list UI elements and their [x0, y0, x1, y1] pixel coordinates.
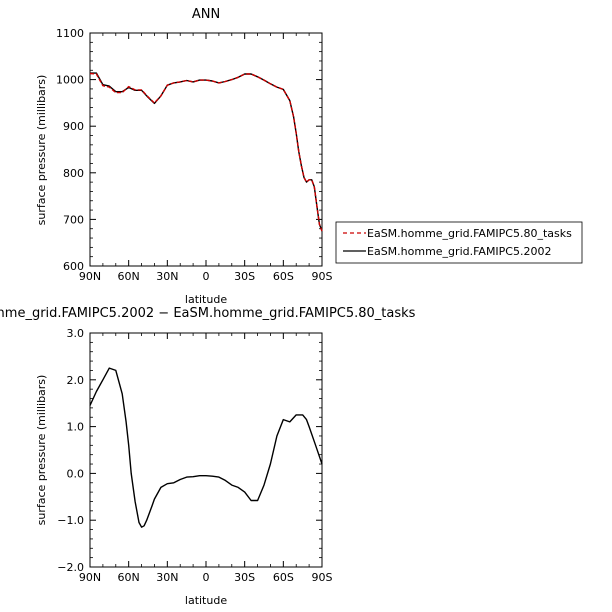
top-ticks: 600 700 800 900 1000 1100 90N 60N 30N 0 30S 60S 90S	[56, 27, 333, 283]
top-x-axis-label: latitude	[185, 293, 227, 306]
bottom-y-tick-label: 0.0	[67, 467, 85, 480]
top-series-lines	[89, 72, 323, 232]
top-x-tick-label: 90S	[312, 270, 333, 283]
bottom-y-tick-label: −2.0	[57, 561, 84, 574]
top-y-tick-label: 900	[63, 120, 84, 133]
legend-label-series-2: EaSM.homme_grid.FAMIPC5.2002	[367, 245, 551, 258]
bottom-x-axis-label: latitude	[185, 594, 227, 607]
top-y-tick-label: 1000	[56, 74, 84, 87]
bottom-y-tick-label: −1.0	[57, 514, 84, 527]
top-x-tick-label: 60N	[118, 270, 140, 283]
bottom-x-tick-label: 60S	[273, 571, 294, 584]
top-y-tick-label: 600	[63, 260, 84, 273]
bottom-x-tick-label: 60N	[118, 571, 140, 584]
top-chart-title: ANN	[192, 7, 220, 22]
bottom-y-tick-label: 3.0	[67, 327, 85, 340]
top-y-tick-label: 800	[63, 167, 84, 180]
top-x-tick-label: 0	[203, 270, 210, 283]
bottom-y-tick-label: 1.0	[67, 421, 85, 434]
top-x-tick-label: 90N	[79, 270, 101, 283]
top-x-tick-label: 60S	[273, 270, 294, 283]
bottom-series-lines	[89, 367, 323, 528]
legend-box	[335, 221, 583, 264]
top-y-axis-label: surface pressure (millibars)	[35, 75, 48, 226]
top-x-tick-label: 30N	[156, 270, 178, 283]
bottom-ticks: −2.0 −1.0 0.0 1.0 2.0 3.0 90N 60N 30N 0 30S 60S 90S	[57, 327, 332, 584]
bottom-y-tick-label: 2.0	[67, 374, 85, 387]
bottom-x-tick-label: 0	[203, 571, 210, 584]
legend-label-series-1: EaSM.homme_grid.FAMIPC5.80_tasks	[367, 227, 572, 240]
bottom-x-tick-label: 90S	[312, 571, 333, 584]
bottom-chart: nme_grid.FAMIPC5.2002 − EaSM.homme_grid.…	[0, 306, 416, 607]
bottom-y-axis-label: surface pressure (millibars)	[35, 375, 48, 526]
top-series-line-1	[89, 72, 323, 232]
top-y-tick-label: 700	[63, 213, 84, 226]
top-chart: ANN 600 700 800 900 1000 1100 90N 60N 30N 0 30S 60S…	[35, 7, 583, 306]
bottom-x-tick-label: 90N	[79, 571, 101, 584]
bottom-x-tick-label: 30N	[156, 571, 178, 584]
bottom-plot-frame	[89, 332, 323, 568]
legend: EaSM.homme_grid.FAMIPC5.80_tasks EaSM.ho…	[335, 221, 583, 264]
bottom-x-tick-label: 30S	[234, 571, 255, 584]
bottom-chart-title: nme_grid.FAMIPC5.2002 − EaSM.homme_grid.…	[0, 306, 416, 321]
top-y-tick-label: 1100	[56, 27, 84, 40]
bottom-series-line-1	[89, 367, 323, 528]
top-plot-frame	[89, 32, 323, 267]
top-x-tick-label: 30S	[234, 270, 255, 283]
